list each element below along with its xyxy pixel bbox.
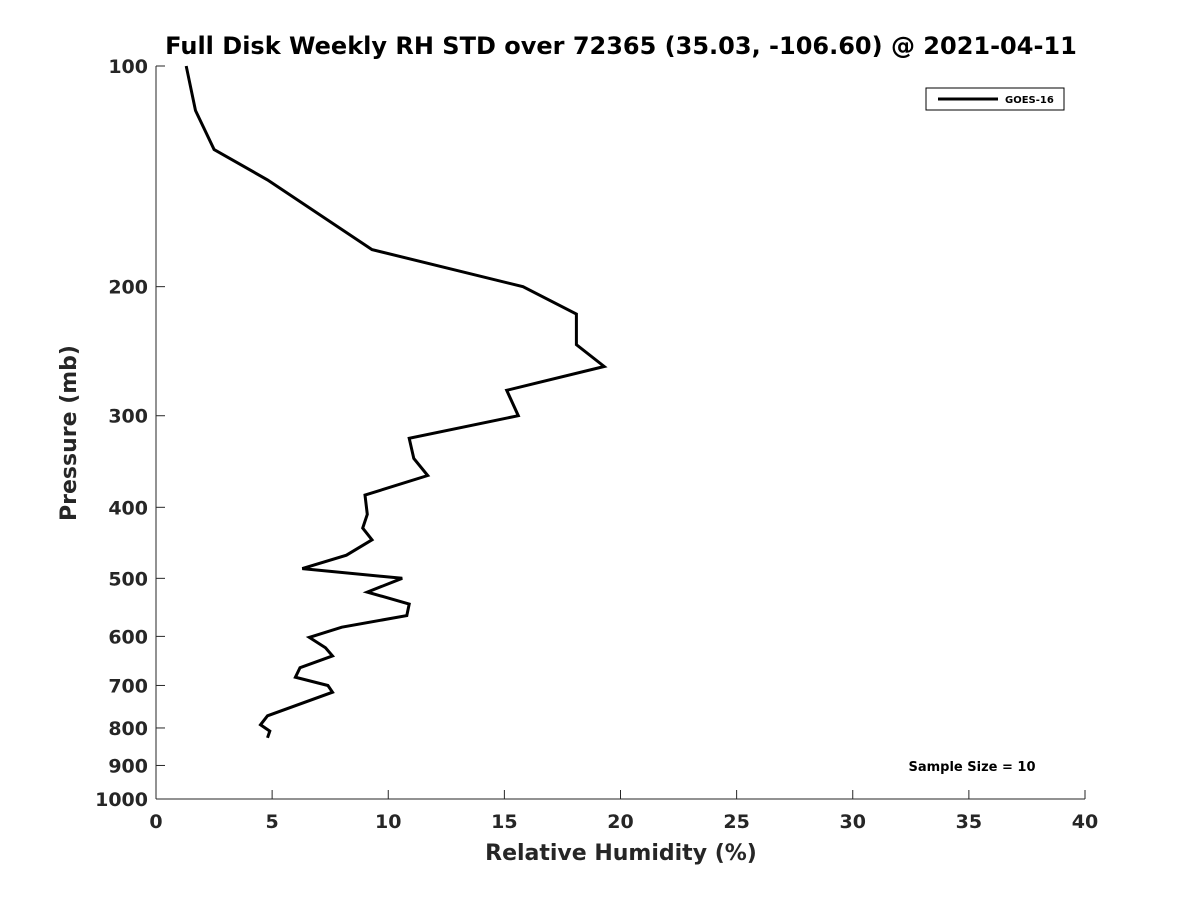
y-tick-label-500: 500 [108, 568, 148, 590]
y-tick-label-200: 200 [108, 277, 148, 299]
y-tick-label-300: 300 [108, 406, 148, 428]
y-tick-label-100: 100 [108, 56, 148, 78]
series-line-goes-16 [184, 65, 608, 739]
y-tick-label-400: 400 [108, 497, 148, 519]
y-axis-label: Pressure (mb) [57, 345, 82, 521]
x-tick-label-40: 40 [1072, 811, 1098, 833]
x-axis-label: Relative Humidity (%) [485, 841, 757, 866]
x-tick-label-0: 0 [149, 811, 162, 833]
y-tick-label-1000: 1000 [95, 789, 148, 811]
sample-size-annotation: Sample Size = 10 [908, 760, 1035, 775]
x-tick-label-15: 15 [491, 811, 517, 833]
x-tick-label-5: 5 [266, 811, 279, 833]
y-tick-label-600: 600 [108, 626, 148, 648]
legend: GOES-16 [925, 87, 1065, 111]
plot-area: 0 5 10 15 20 25 30 35 40 100 200 300 400 500 600 700 800… [95, 56, 1098, 833]
y-tick-label-700: 700 [108, 675, 148, 697]
x-tick-label-20: 20 [607, 811, 633, 833]
x-tick-label-25: 25 [723, 811, 749, 833]
x-tick-label-30: 30 [840, 811, 866, 833]
chart-title: Full Disk Weekly RH STD over 72365 (35.0… [165, 32, 1077, 60]
y-tick-label-900: 900 [108, 755, 148, 777]
y-tick-label-800: 800 [108, 718, 148, 740]
legend-label-goes-16: GOES-16 [1005, 95, 1054, 106]
x-tick-label-35: 35 [956, 811, 982, 833]
x-tick-label-10: 10 [375, 811, 401, 833]
